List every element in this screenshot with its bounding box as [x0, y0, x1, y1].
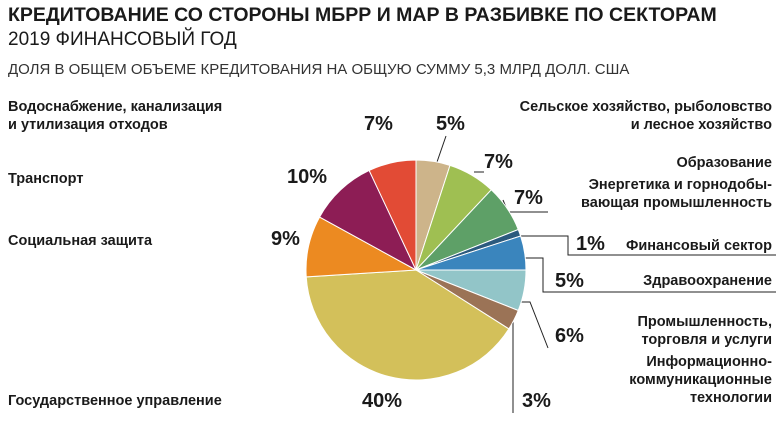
label-social: Социальная защита [8, 233, 153, 249]
leader-line-agriculture [436, 135, 447, 163]
label-transport: Транспорт [8, 171, 84, 187]
pct-transport: 10% [287, 166, 328, 188]
label-governance: Государственное управление [8, 393, 222, 409]
label-agriculture: Сельское хозяйство, рыболовство и лесное … [519, 99, 772, 133]
pct-agriculture: 5% [436, 113, 465, 135]
chart-title: КРЕДИТОВАНИЕ СО СТОРОНЫ МБРР И МАР В РАЗ… [8, 4, 717, 26]
label-energy: Энергетика и горнодобы-вающая промышленн… [581, 177, 772, 211]
pct-governance: 40% [362, 390, 403, 412]
pct-education: 7% [484, 151, 513, 173]
label-education: Образование [676, 155, 772, 171]
pie-slice-water [368, 159, 417, 271]
pie-slice-governance [305, 269, 510, 381]
label-health: Здравоохранение [643, 273, 772, 289]
label-industry: Промышленность, торговля и услуги [637, 314, 772, 348]
leader-line-health [523, 257, 776, 293]
pct-industry: 6% [555, 325, 584, 347]
pct-energy: 7% [514, 187, 543, 209]
pct-water: 7% [364, 113, 393, 135]
pct-ict: 3% [522, 390, 551, 412]
label-finance: Финансовый сектор [625, 238, 772, 254]
pct-social: 9% [271, 228, 300, 250]
leader-line-finance [516, 235, 776, 256]
label-water: Водоснабжение, канализация и утилизация о… [8, 99, 223, 133]
pct-health: 5% [555, 270, 584, 292]
pct-finance: 1% [576, 233, 605, 255]
label-ict: Информационно-коммуникационные технологии [629, 354, 772, 406]
leader-line-industry [520, 301, 549, 349]
chart-caption: ДОЛЯ В ОБЩЕМ ОБЪЕМЕ КРЕДИТОВАНИЯ НА ОБЩУ… [8, 61, 630, 78]
chart-subtitle: 2019 ФИНАНСОВЫЙ ГОД [8, 29, 237, 50]
